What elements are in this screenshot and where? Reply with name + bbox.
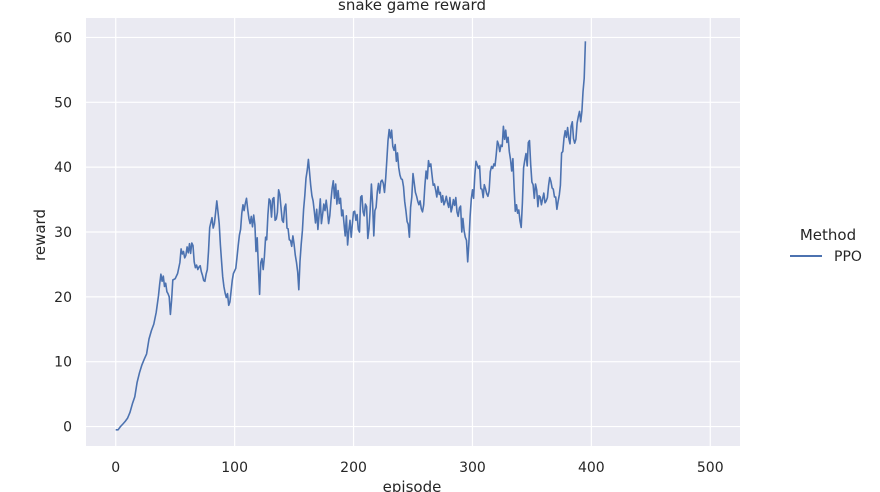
x-axis-title: episode: [383, 478, 442, 492]
grid-lines: [86, 18, 740, 446]
x-tick-label: 500: [697, 460, 724, 476]
y-tick-label: 0: [63, 420, 72, 436]
series-line-ppo: [115, 41, 587, 431]
x-axis-ticks: 0 100 200 300 400 500: [111, 460, 723, 476]
series-layer: [115, 41, 587, 431]
x-tick-label: 300: [459, 460, 486, 476]
legend-label-ppo: PPO: [834, 249, 862, 265]
y-axis-ticks: 0 10 20 30 40 50 60: [54, 30, 72, 435]
y-tick-label: 60: [54, 30, 72, 46]
y-tick-label: 20: [54, 290, 72, 306]
y-axis-title: reward: [31, 209, 49, 261]
x-tick-label: 0: [111, 460, 120, 476]
legend: Method PPO: [790, 226, 862, 265]
y-tick-label: 50: [54, 95, 72, 111]
y-tick-label: 30: [54, 225, 72, 241]
y-tick-label: 40: [54, 160, 72, 176]
chart-title: snake game reward: [338, 0, 486, 14]
x-tick-label: 200: [340, 460, 367, 476]
x-tick-label: 100: [221, 460, 248, 476]
y-tick-label: 10: [54, 355, 72, 371]
x-tick-label: 400: [578, 460, 605, 476]
legend-title: Method: [800, 226, 856, 244]
